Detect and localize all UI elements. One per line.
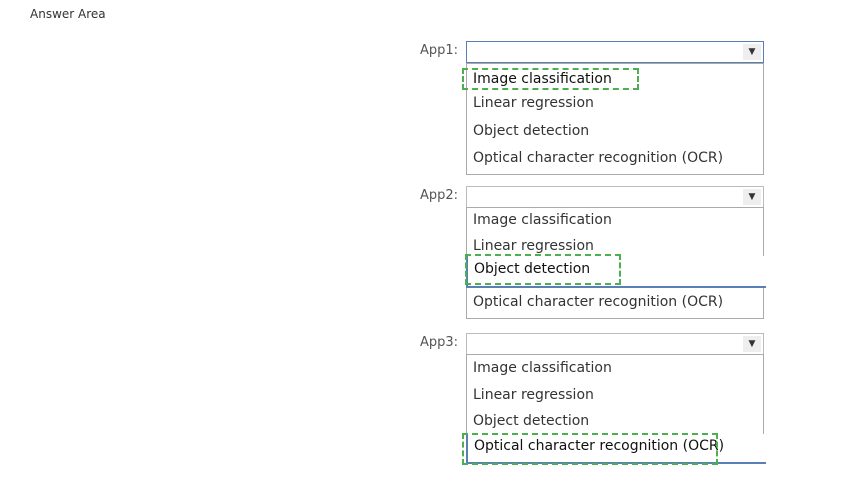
- chevron-down-icon[interactable]: ▼: [743, 44, 761, 60]
- chevron-down-icon[interactable]: ▼: [743, 189, 761, 205]
- chevron-down-icon[interactable]: ▼: [743, 336, 761, 352]
- app1-label: App1:: [420, 43, 459, 58]
- app2-option-linear-regression[interactable]: Linear regression: [473, 238, 594, 254]
- app1-option-image-classification[interactable]: Image classification: [473, 71, 612, 87]
- app3-answer-highlight: [462, 433, 718, 465]
- app3-option-object-detection[interactable]: Object detection: [473, 413, 590, 429]
- app3-option-image-classification[interactable]: Image classification: [473, 360, 612, 376]
- app2-label: App2:: [420, 188, 459, 203]
- app1-answer-highlight: [462, 68, 639, 90]
- app1-option-ocr[interactable]: Optical character recognition (OCR): [473, 150, 724, 166]
- app3-dropdown[interactable]: ▼: [466, 333, 764, 355]
- app3-option-ocr[interactable]: Optical character recognition (OCR): [474, 438, 725, 454]
- app2-selected-row[interactable]: Object detection: [466, 256, 766, 288]
- app2-dropdown[interactable]: ▼: [466, 186, 764, 208]
- app2-option-image-classification[interactable]: Image classification: [473, 212, 612, 228]
- app1-option-object-detection[interactable]: Object detection: [473, 123, 590, 139]
- app1-options-list: Image classification Linear regression O…: [466, 63, 764, 175]
- app3-label: App3:: [420, 335, 459, 350]
- app3-options-list: Image classification Linear regression O…: [466, 354, 764, 434]
- app3-option-linear-regression[interactable]: Linear regression: [473, 387, 594, 403]
- app1-dropdown[interactable]: ▼: [466, 41, 764, 63]
- app1-option-linear-regression[interactable]: Linear regression: [473, 95, 594, 111]
- answer-area-title: Answer Area: [30, 7, 106, 21]
- app2-option-ocr[interactable]: Optical character recognition (OCR): [473, 294, 724, 310]
- app2-option-object-detection[interactable]: Object detection: [474, 261, 591, 277]
- app2-answer-highlight: [465, 254, 621, 285]
